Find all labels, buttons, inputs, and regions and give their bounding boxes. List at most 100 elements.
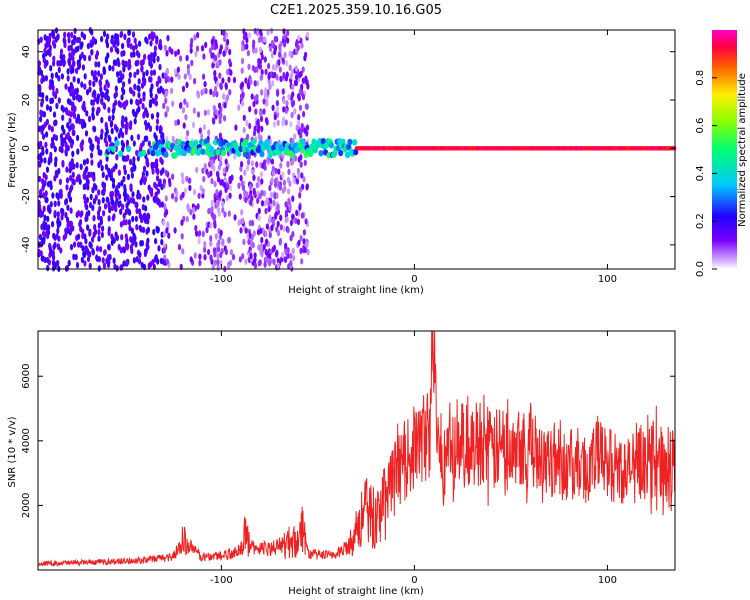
spectrogram-point [179, 55, 183, 62]
spectrogram-point [83, 260, 87, 267]
spectrogram-point [153, 45, 157, 52]
spectrogram-point [39, 115, 43, 123]
spectrogram-point [223, 182, 227, 189]
spectrogram-point [115, 126, 119, 133]
spectrogram-point [202, 53, 206, 60]
spectrogram-point [130, 134, 134, 142]
spectrogram-point [81, 64, 85, 71]
spectrogram-point [125, 99, 129, 106]
spectrogram-point [154, 93, 158, 101]
spectrogram-point [48, 105, 53, 113]
spectrogram-point [72, 253, 76, 260]
spectrogram-point [129, 183, 133, 190]
spectrogram-point [111, 114, 115, 121]
spectrogram-point [110, 233, 114, 240]
spectrogram-point [260, 251, 264, 258]
spectrogram-point [135, 207, 139, 214]
spectrogram-point [284, 201, 288, 208]
spectrogram-point [89, 41, 93, 49]
spectrogram-points [37, 27, 677, 273]
spectrogram-point [56, 211, 60, 218]
spectrogram-point [105, 174, 109, 181]
spectrogram-point [164, 195, 168, 202]
spectrogram-point [41, 178, 45, 185]
spectrogram-point [173, 227, 177, 234]
spectrogram-point [276, 220, 280, 228]
spectrogram-point [248, 184, 253, 191]
spectrogram-point [289, 73, 293, 80]
spectrogram-point [97, 235, 101, 242]
spectrogram-point [195, 45, 200, 52]
spectrogram-point [43, 214, 47, 221]
spectrogram-point [115, 234, 119, 242]
spectrogram-point [82, 159, 87, 166]
spectrogram-point [198, 259, 202, 267]
spectrogram-point [213, 259, 217, 267]
spectrogram-point [69, 186, 73, 194]
spectrogram-point [49, 151, 53, 159]
spectrogram-point [123, 187, 127, 194]
spectrogram-point [152, 195, 156, 203]
spectrogram-point [97, 222, 101, 229]
spectrogram-point [182, 122, 186, 129]
spectrogram-point [75, 88, 79, 96]
spectrogram-point [277, 59, 281, 66]
colorbar-tick-label: 0.0 [695, 261, 706, 277]
spectrogram-point [162, 102, 166, 110]
spectrogram-point [50, 126, 54, 133]
spectrogram-point [296, 44, 300, 51]
spectrogram-point [101, 225, 105, 232]
spectrogram-point [92, 215, 96, 222]
spectrogram-point [57, 235, 61, 242]
spectrogram-point [70, 87, 74, 94]
spectrogram-point [272, 244, 276, 252]
spectrogram-point [71, 150, 75, 158]
spectrogram-point [143, 250, 147, 258]
spectrogram-point [165, 90, 169, 97]
spectrogram-point [254, 47, 258, 54]
spectrogram-point [153, 50, 157, 58]
spectrogram-point [296, 167, 300, 175]
spectrogram-point [83, 250, 87, 257]
spectrogram-point [54, 156, 58, 163]
spectrogram-point [252, 130, 257, 137]
spectrogram-point [101, 181, 105, 188]
spectrogram-point [52, 111, 57, 118]
spectrogram-point [121, 142, 126, 149]
spectrogram-ridge-point [150, 149, 156, 157]
spectrogram-point [283, 51, 287, 59]
spectrogram-point [76, 134, 80, 142]
spectrogram-point [276, 90, 280, 97]
spectrogram-point [93, 126, 97, 133]
spectrogram-point [51, 220, 55, 228]
spectrogram-point [149, 76, 153, 83]
spectrogram-point [246, 133, 250, 141]
spectrogram-point [65, 177, 70, 184]
spectrogram-point [152, 32, 156, 39]
spectrogram-point [126, 41, 130, 49]
spectrogram-point [45, 37, 49, 44]
spectrogram-point [102, 66, 106, 73]
spectrogram-point [145, 157, 149, 164]
spectrogram-point [39, 188, 43, 196]
spectrogram-point [202, 88, 206, 95]
spectrogram-point [244, 77, 248, 84]
spectrogram-point [61, 114, 65, 121]
spectrogram-point [124, 128, 128, 136]
spectrogram-point [203, 246, 207, 253]
spectrogram-point [252, 174, 256, 181]
spectrogram-point [61, 106, 66, 113]
spectrogram-point [142, 79, 146, 86]
spectrogram-point [51, 192, 55, 199]
spectrogram-point [257, 58, 261, 65]
spectrogram-point [92, 198, 96, 205]
spectrogram-point [114, 200, 118, 208]
spectrogram-point [46, 264, 50, 272]
spectrogram-point [110, 127, 114, 135]
spectrogram-point [45, 104, 50, 111]
spectrogram-point [211, 264, 215, 271]
spectrogram-point [294, 65, 298, 72]
spectrogram-point [121, 86, 125, 93]
spectrogram-point [305, 124, 310, 131]
spectrogram-point [213, 74, 217, 82]
